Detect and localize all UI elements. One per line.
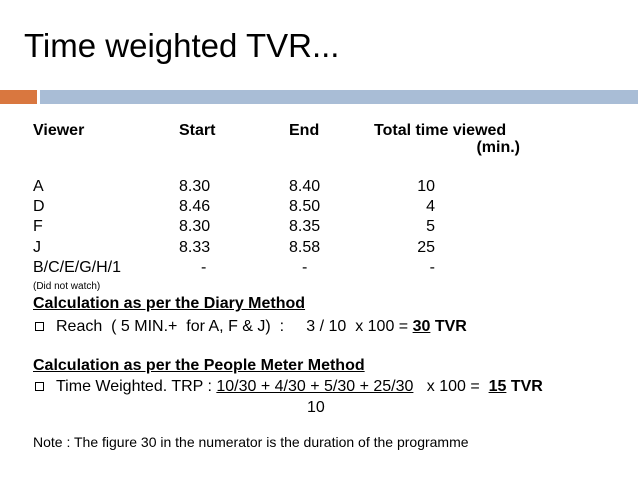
row-viewer: A — [33, 178, 44, 195]
diary-reach-text: Reach ( 5 MIN.+ for A, F & J) : 3 / 10 x… — [56, 318, 413, 335]
title-divider — [0, 90, 638, 104]
row-end: 8.40 — [289, 178, 321, 195]
row-end: 8.35 — [289, 218, 321, 235]
diary-heading: Calculation as per the Diary Method — [33, 295, 306, 312]
people-meter-result-unit: TVR — [510, 378, 543, 395]
row-total: 4 — [426, 198, 435, 215]
header-end: End — [289, 122, 320, 139]
people-meter-label: Time Weighted. TRP : — [56, 378, 217, 395]
header-total-line2: (min.) — [476, 139, 520, 156]
row-viewer: J — [33, 239, 41, 256]
row-viewer: B/C/E/G/H/1 — [33, 259, 122, 276]
divider-accent-orange — [0, 90, 37, 104]
footnote-did-not-watch: (Did not watch) — [33, 281, 101, 292]
row-start: 8.30 — [179, 178, 211, 195]
bullet-box-icon — [35, 322, 44, 331]
slide-title: Time weighted TVR... — [24, 27, 340, 64]
row-viewer: F — [33, 218, 43, 235]
header-viewer: Viewer — [33, 122, 85, 139]
diary-result-unit: TVR — [434, 318, 467, 335]
row-end: 8.58 — [289, 239, 321, 256]
people-meter-result-value: 15 — [488, 378, 507, 395]
row-viewer: D — [33, 198, 45, 215]
row-start: 8.46 — [179, 198, 211, 215]
people-meter-numerator: 10/30 + 4/30 + 5/30 + 25/30 — [216, 378, 414, 395]
row-total: - — [429, 259, 435, 276]
row-total: 5 — [426, 218, 435, 235]
divider-accent-blue — [40, 90, 638, 104]
note-text: Note : The figure 30 in the numerator is… — [33, 434, 469, 450]
diary-result-value: 30 — [412, 318, 431, 335]
bullet-box-icon — [35, 382, 44, 391]
diary-reach-line: Reach ( 5 MIN.+ for A, F & J) : 3 / 10 x… — [56, 317, 467, 336]
row-total: 10 — [417, 178, 435, 195]
people-meter-line: Time Weighted. TRP : 10/30 + 4/30 + 5/30… — [56, 377, 543, 396]
header-total-line1: Total time viewed — [374, 122, 507, 139]
people-meter-multiplier: x 100 = — [426, 378, 485, 395]
header-start: Start — [179, 122, 216, 139]
people-meter-heading: Calculation as per the People Meter Meth… — [33, 357, 365, 374]
people-meter-denominator: 10 — [307, 399, 325, 416]
row-start: - — [201, 259, 207, 276]
row-start: 8.33 — [179, 239, 211, 256]
row-total: 25 — [417, 239, 435, 256]
row-end: - — [302, 259, 308, 276]
row-start: 8.30 — [179, 218, 211, 235]
row-end: 8.50 — [289, 198, 321, 215]
